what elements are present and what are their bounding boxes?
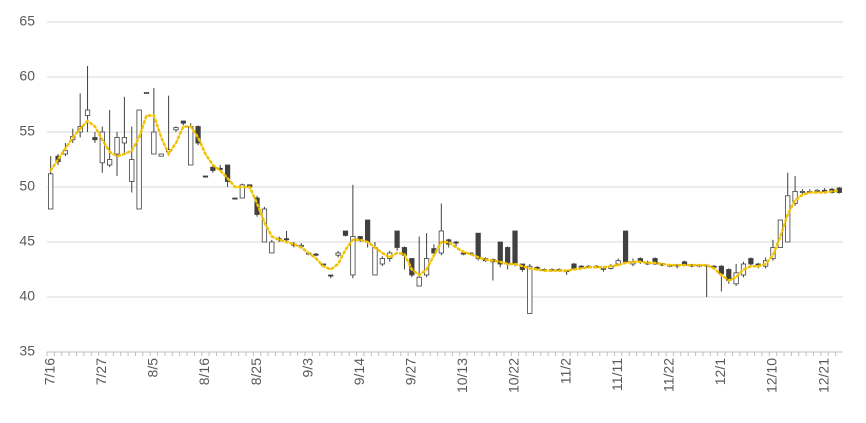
candle-body — [48, 173, 54, 210]
x-tick-label: 12/10 — [764, 358, 780, 393]
y-tick-label: 65 — [19, 13, 35, 29]
x-tick-label: 12/21 — [815, 358, 831, 393]
candle-body — [335, 252, 341, 256]
candle-body — [512, 230, 518, 265]
candle-body — [364, 219, 371, 243]
candle-body — [497, 241, 503, 265]
candle-body — [527, 265, 533, 314]
candle-body — [143, 92, 150, 94]
candle-body — [151, 131, 157, 155]
y-tick-label: 55 — [19, 123, 35, 139]
candle-body — [114, 137, 120, 155]
candle-body — [173, 127, 179, 131]
x-tick-label: 8/5 — [145, 358, 161, 378]
candle-body — [232, 197, 238, 200]
candle-body — [188, 126, 194, 166]
candle-body — [328, 274, 334, 277]
y-tick-label: 45 — [19, 233, 35, 249]
candle-body — [92, 137, 98, 141]
candle-body — [578, 265, 584, 268]
candle-body — [836, 187, 842, 193]
candle-body — [571, 263, 577, 269]
candle-body — [372, 247, 378, 276]
candle-body — [136, 109, 142, 210]
candle-body — [107, 159, 113, 166]
candle-body — [350, 236, 356, 276]
candle-body — [269, 241, 275, 254]
x-tick-label: 11/22 — [660, 358, 676, 392]
candle-body — [475, 232, 481, 259]
x-tick-label: 9/14 — [351, 358, 367, 385]
x-tick-label: 9/3 — [299, 358, 315, 378]
candle-body — [158, 153, 164, 157]
x-tick-label: 11/11 — [609, 358, 625, 391]
candle-body — [283, 238, 290, 241]
x-tick-label: 7/27 — [93, 358, 109, 385]
candle-body — [202, 175, 209, 178]
candle-body — [394, 230, 400, 248]
candle-body — [814, 189, 820, 192]
candle-body — [799, 190, 806, 193]
candle-body — [210, 166, 216, 171]
candle-body — [342, 230, 349, 236]
candle-body — [239, 184, 245, 199]
x-tick-label: 11/2 — [557, 358, 573, 384]
candle-body — [423, 258, 430, 276]
y-tick-label: 35 — [19, 343, 35, 359]
candle-body — [84, 109, 91, 116]
x-tick-label: 10/13 — [454, 358, 470, 393]
candle-body — [224, 164, 231, 182]
candle-body — [600, 267, 607, 270]
x-tick-label: 12/1 — [712, 358, 728, 385]
candle-body — [180, 120, 186, 124]
candle-body — [748, 258, 754, 265]
y-tick-label: 40 — [19, 288, 35, 304]
candle-body — [379, 258, 385, 265]
x-tick-label: 7/16 — [41, 358, 57, 385]
x-tick-label: 8/16 — [196, 358, 212, 385]
candle-body — [622, 230, 629, 263]
x-tick-label: 8/25 — [248, 358, 264, 385]
candle-body — [121, 137, 128, 144]
candle-body — [99, 131, 105, 164]
candle-body — [453, 241, 459, 244]
candle-body — [313, 253, 319, 256]
y-tick-label: 60 — [19, 68, 35, 84]
candle-body — [718, 265, 725, 275]
candle-body — [409, 258, 415, 276]
candle-body — [129, 159, 135, 182]
x-tick-label: 9/27 — [403, 358, 419, 385]
candle-body — [416, 276, 422, 287]
moving-average — [49, 114, 841, 282]
y-tick-label: 50 — [19, 178, 35, 194]
x-tick-label: 10/22 — [506, 358, 522, 393]
candle-body — [505, 247, 511, 265]
